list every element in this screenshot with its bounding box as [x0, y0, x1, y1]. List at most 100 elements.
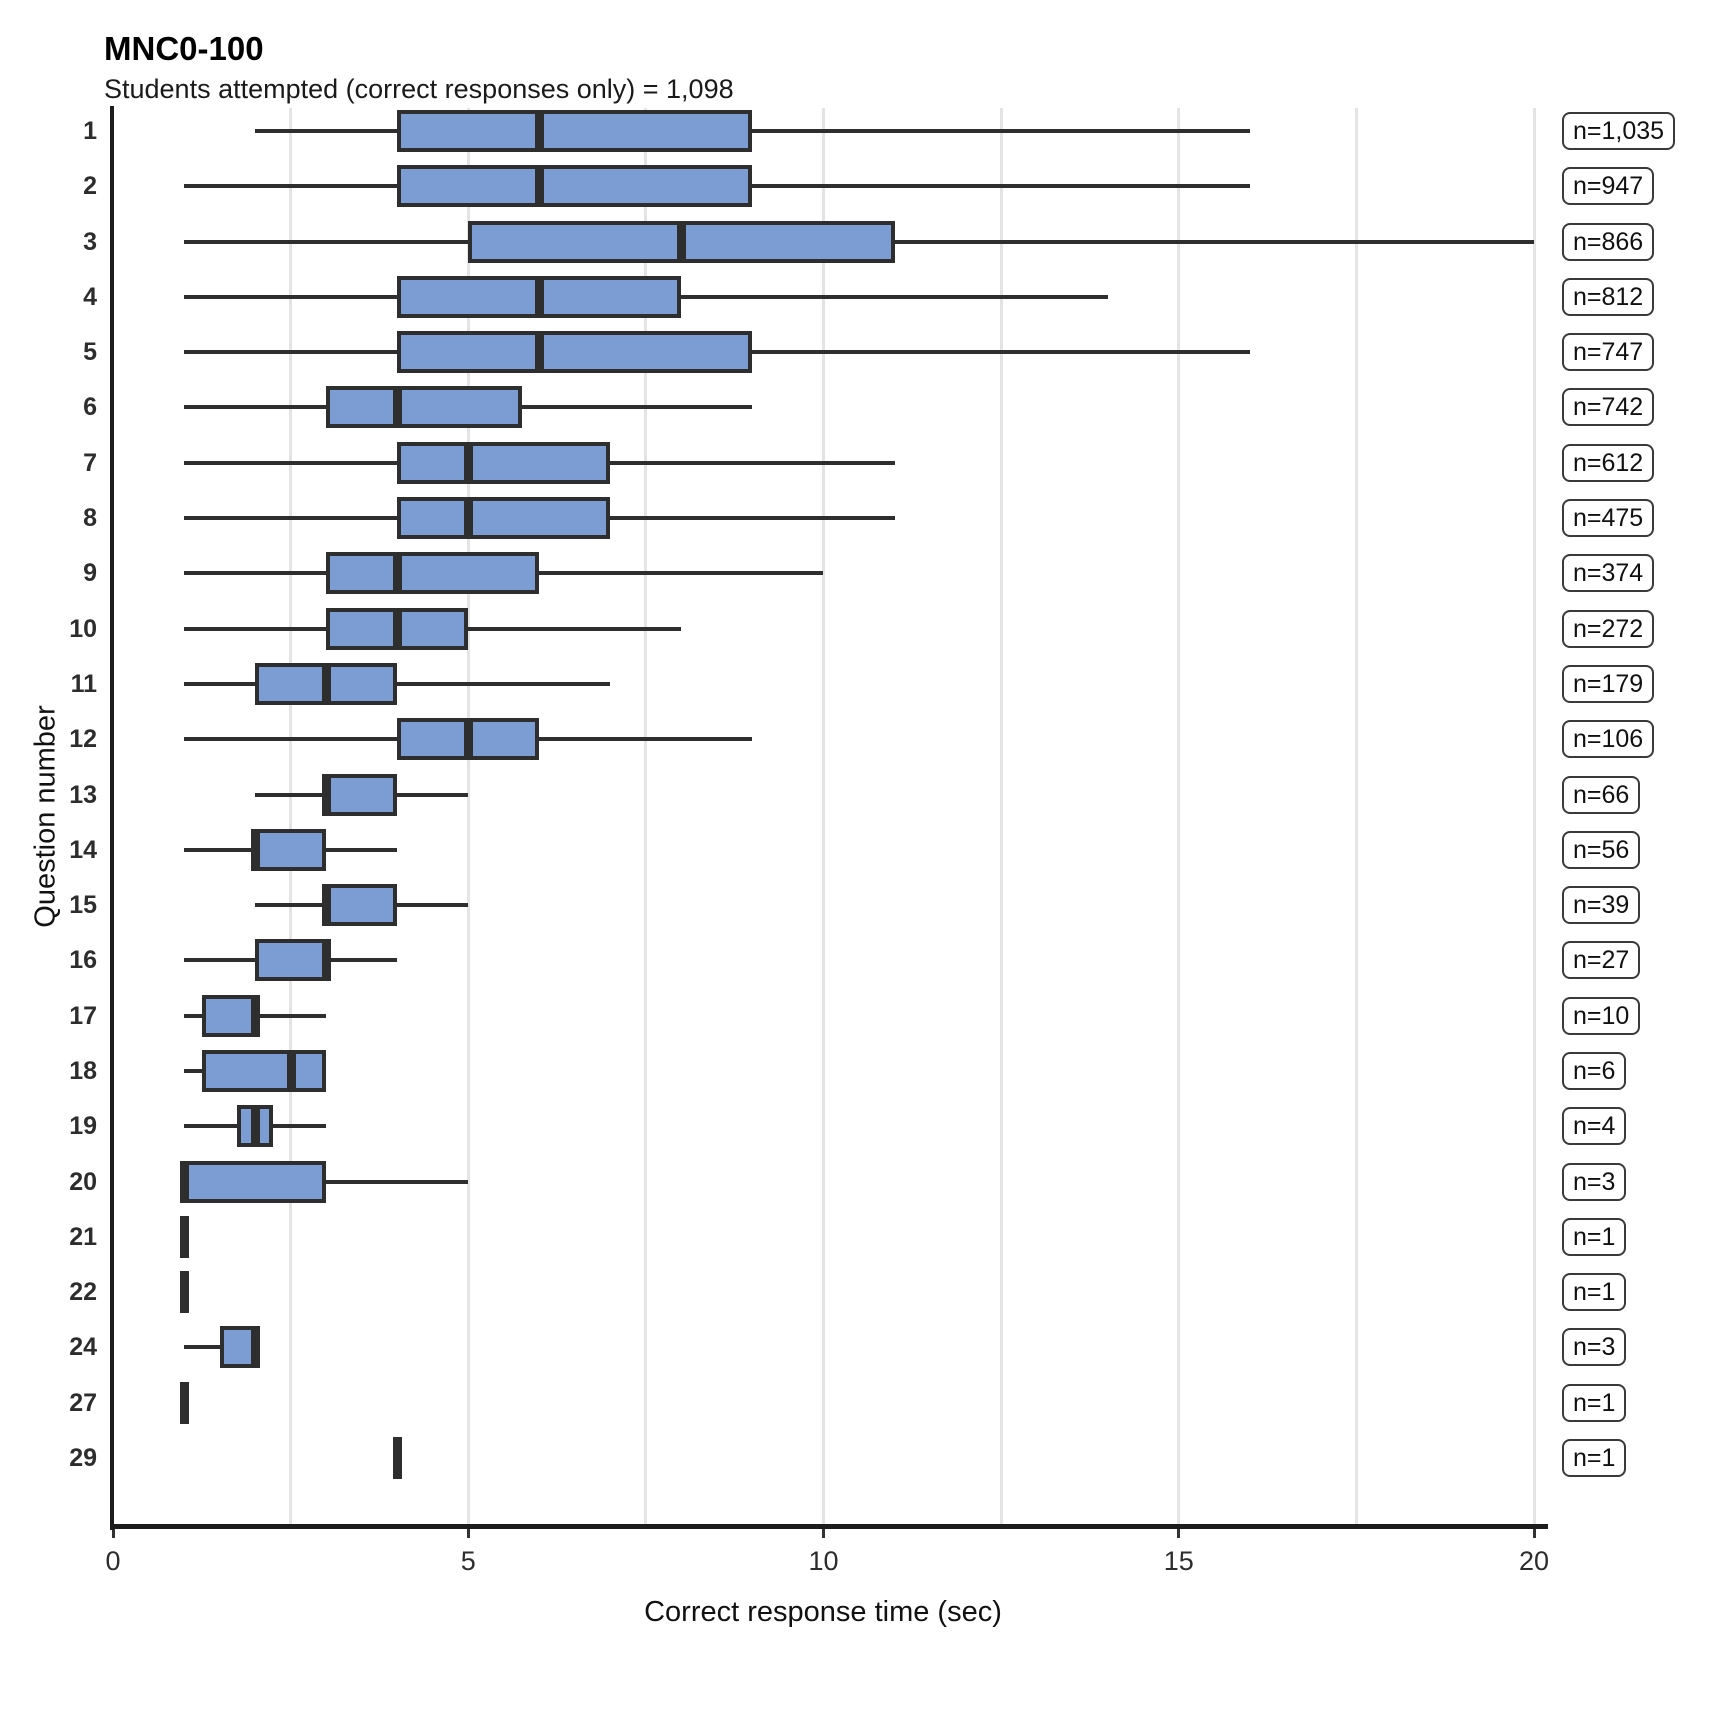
x-tick-label: 5: [460, 1546, 476, 1576]
x-axis-tick: [466, 1529, 470, 1538]
median-line: [393, 552, 403, 595]
n-count-badge: n=374: [1562, 554, 1655, 593]
iqr-box: [184, 1160, 327, 1203]
median-line: [535, 165, 545, 208]
whisker-low: [184, 1013, 202, 1018]
whisker-high: [326, 847, 398, 852]
y-tick-label: 24: [69, 1333, 97, 1362]
y-tick-label: 22: [69, 1278, 97, 1307]
whisker-high: [397, 903, 469, 908]
n-count-badge: n=1,035: [1562, 112, 1676, 150]
x-gridline: [822, 108, 825, 1528]
whisker-high: [610, 460, 895, 465]
n-count-badge: n=272: [1562, 609, 1655, 648]
median-line: [535, 331, 545, 374]
x-axis-tick: [1177, 1529, 1181, 1538]
median-line: [464, 441, 474, 484]
x-tick-label: 15: [1163, 1546, 1194, 1576]
y-tick-label: 3: [83, 227, 97, 256]
median-line: [251, 1326, 261, 1369]
whisker-high: [468, 626, 682, 631]
y-tick-label: 16: [69, 946, 97, 975]
median-line: [251, 1105, 261, 1148]
iqr-box: [255, 828, 327, 871]
n-count-badge: n=1: [1562, 1273, 1627, 1312]
iqr-box: [326, 884, 398, 927]
iqr-box: [326, 773, 398, 816]
n-count-badge: n=742: [1562, 388, 1655, 427]
y-axis-title: Question number: [29, 705, 62, 928]
whisker-high: [752, 350, 1250, 355]
n-count-badge: n=106: [1562, 720, 1655, 759]
n-count-badge: n=612: [1562, 443, 1655, 482]
whisker-high: [752, 129, 1250, 133]
x-gridline: [644, 108, 648, 1528]
median-line: [322, 662, 332, 705]
x-gridline: [1177, 108, 1181, 1528]
median-line: [180, 1381, 190, 1424]
y-tick-label: 18: [69, 1056, 97, 1085]
median-line: [180, 1160, 190, 1203]
y-tick-label: 5: [83, 338, 97, 367]
whisker-low: [255, 129, 398, 133]
median-line: [464, 497, 474, 540]
y-tick-label: 2: [83, 172, 97, 201]
iqr-box: [397, 331, 753, 374]
median-line: [180, 1215, 190, 1258]
y-tick-label: 21: [69, 1222, 97, 1251]
y-tick-label: 11: [70, 669, 97, 698]
median-line: [535, 275, 545, 318]
whisker-high: [681, 294, 1108, 299]
n-count-badge: n=6: [1562, 1051, 1627, 1090]
n-count-badge: n=1: [1562, 1383, 1627, 1422]
n-count-badge: n=66: [1562, 775, 1641, 814]
whisker-low: [184, 737, 398, 742]
iqr-box: [397, 497, 611, 540]
whisker-high: [255, 1013, 327, 1018]
x-gridline: [1532, 108, 1536, 1528]
median-line: [393, 386, 403, 429]
n-count-badge: n=3: [1562, 1162, 1627, 1201]
whisker-high: [610, 516, 895, 521]
y-tick-label: 13: [69, 780, 97, 809]
n-count-badge: n=475: [1562, 499, 1655, 538]
iqr-box: [397, 110, 753, 152]
whisker-high: [272, 1124, 327, 1129]
y-tick-label: 8: [83, 504, 97, 533]
x-tick-label: 20: [1518, 1546, 1550, 1576]
whisker-high: [894, 239, 1534, 244]
median-line: [322, 773, 332, 816]
median-line: [535, 110, 545, 152]
y-tick-label: 1: [83, 117, 97, 145]
whisker-low: [184, 1124, 238, 1129]
y-tick-label: 7: [83, 448, 97, 477]
y-tick-label: 20: [69, 1167, 97, 1196]
whisker-high: [397, 681, 611, 686]
whisker-low: [184, 847, 256, 852]
whisker-low: [184, 681, 256, 686]
iqr-box: [219, 1326, 256, 1369]
x-axis-line: [110, 1524, 1548, 1529]
median-line: [393, 1437, 403, 1479]
y-tick-label: 9: [83, 559, 97, 588]
whisker-low: [184, 1345, 220, 1350]
whisker-low: [255, 792, 327, 797]
whisker-low: [184, 460, 398, 465]
x-axis-tick: [822, 1529, 825, 1538]
whisker-high: [326, 1179, 469, 1184]
x-axis-tick: [111, 1529, 115, 1538]
iqr-box: [326, 386, 522, 429]
x-gridline: [466, 108, 470, 1528]
x-gridline: [999, 108, 1003, 1528]
median-line: [322, 884, 332, 927]
median-line: [251, 994, 261, 1037]
x-gridline: [289, 108, 293, 1528]
whisker-high: [752, 184, 1250, 189]
n-count-badge: n=866: [1562, 222, 1655, 261]
median-line: [464, 718, 474, 761]
iqr-box: [397, 165, 753, 208]
y-tick-label: 19: [69, 1112, 97, 1141]
median-line: [251, 828, 261, 871]
whisker-low: [184, 184, 398, 189]
